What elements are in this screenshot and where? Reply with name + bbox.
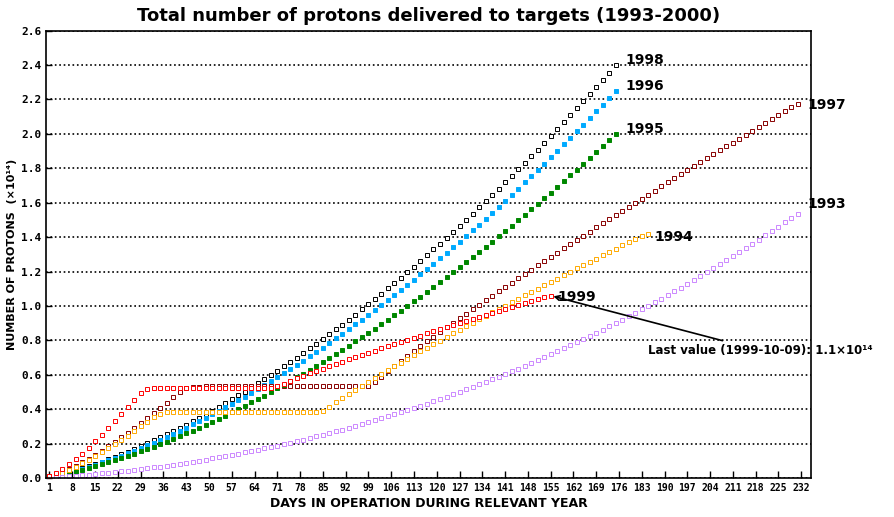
- Text: Last value (1999-10-09): 1.1×10¹⁴: Last value (1999-10-09): 1.1×10¹⁴: [554, 296, 872, 357]
- Text: 1998: 1998: [625, 53, 663, 67]
- Text: 1993: 1993: [807, 197, 846, 211]
- Title: Total number of protons delivered to targets (1993-2000): Total number of protons delivered to tar…: [137, 7, 720, 25]
- Text: 1994: 1994: [654, 230, 693, 244]
- Y-axis label: NUMBER OF PROTONS  (×10¹⁴): NUMBER OF PROTONS (×10¹⁴): [7, 159, 17, 350]
- Text: 1997: 1997: [807, 98, 846, 112]
- Text: 1995: 1995: [625, 121, 663, 136]
- Text: 1996: 1996: [625, 79, 663, 93]
- X-axis label: DAYS IN OPERATION DURING RELEVANT YEAR: DAYS IN OPERATION DURING RELEVANT YEAR: [269, 497, 586, 510]
- Text: 1999: 1999: [557, 291, 595, 305]
